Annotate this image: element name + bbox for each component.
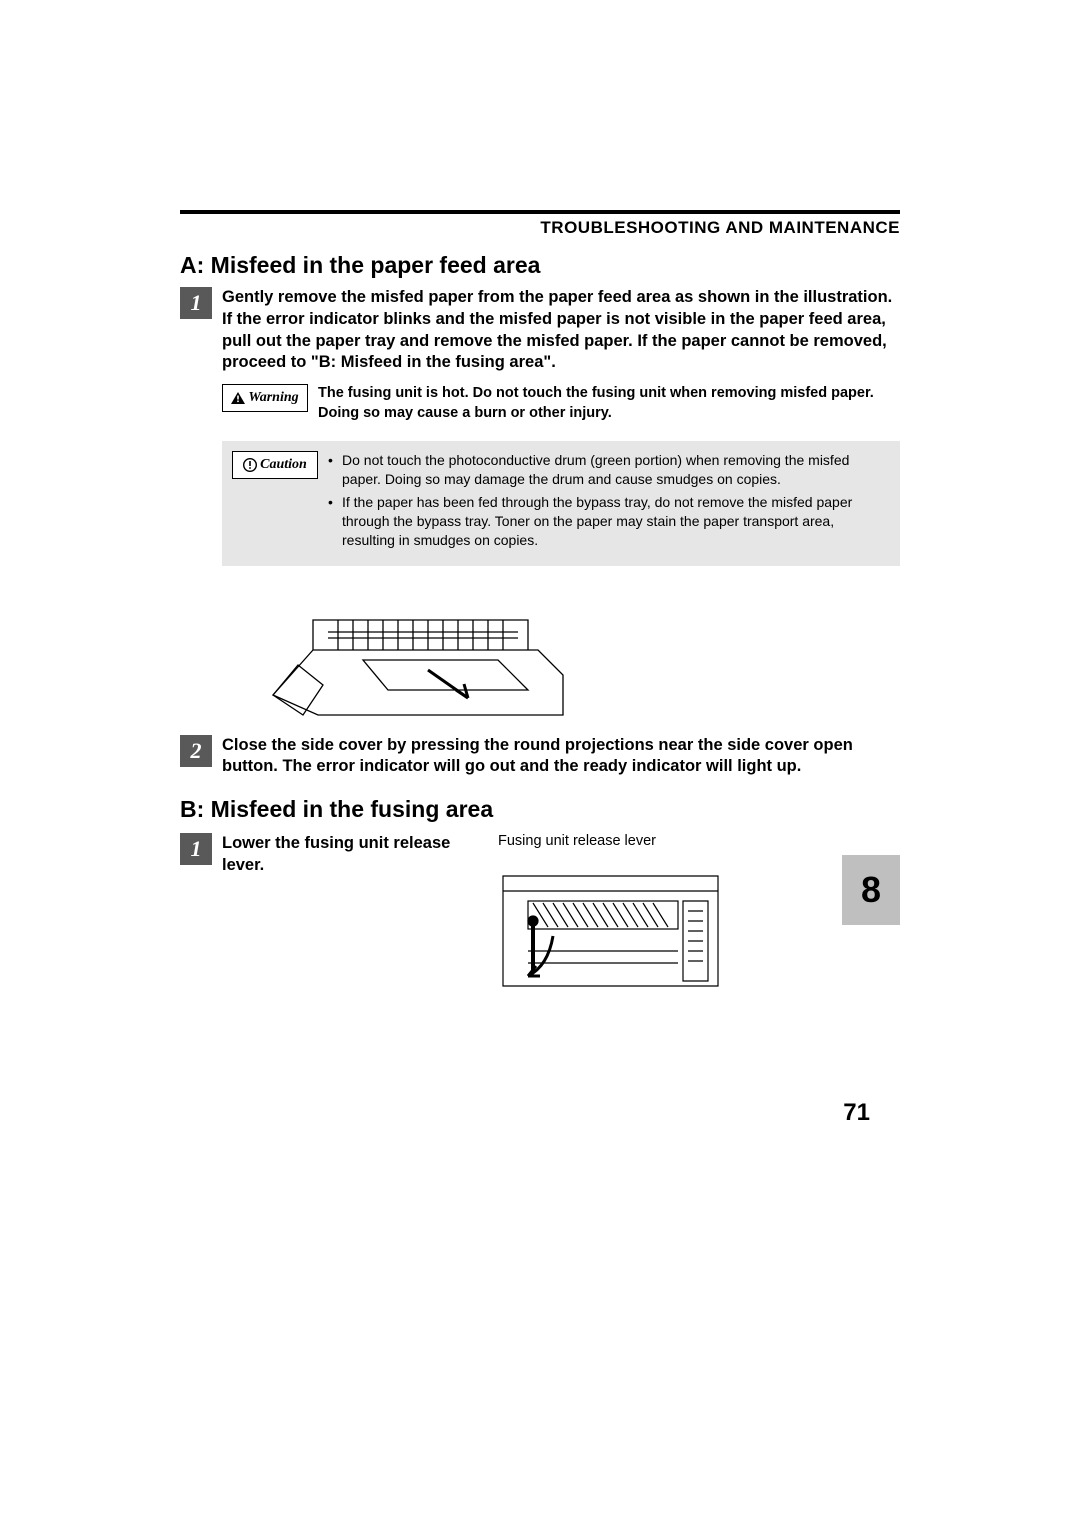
caution-item: Do not touch the photoconductive drum (g… bbox=[328, 451, 886, 489]
header-section-title: TROUBLESHOOTING AND MAINTENANCE bbox=[180, 218, 900, 238]
warning-label-text: Warning bbox=[248, 390, 298, 406]
step-number-badge: 1 bbox=[180, 833, 212, 865]
figure-caption: Fusing unit release lever bbox=[498, 833, 730, 849]
illustration-fusing-area bbox=[498, 851, 730, 1006]
step-number-badge: 2 bbox=[180, 735, 212, 767]
caution-box: Caution Do not touch the photoconductive… bbox=[222, 441, 900, 565]
section-a-heading: A: Misfeed in the paper feed area bbox=[180, 252, 900, 279]
section-b-heading: B: Misfeed in the fusing area bbox=[180, 796, 900, 823]
page-number: 71 bbox=[843, 1099, 870, 1127]
caution-icon bbox=[243, 458, 257, 472]
warning-label: Warning bbox=[222, 384, 308, 412]
warning-box: Warning The fusing unit is hot. Do not t… bbox=[222, 384, 900, 423]
caution-text: Do not touch the photoconductive drum (g… bbox=[328, 451, 886, 553]
step-text: Close the side cover by pressing the rou… bbox=[222, 735, 900, 779]
section-a-step2: 2 Close the side cover by pressing the r… bbox=[180, 735, 900, 779]
section-b-step1: 1 Lower the fusing unit release lever. F… bbox=[180, 833, 900, 1006]
warning-icon bbox=[231, 392, 245, 404]
step-text: Gently remove the misfed paper from the … bbox=[222, 287, 900, 374]
warning-text: The fusing unit is hot. Do not touch the… bbox=[318, 384, 900, 423]
header-rule bbox=[180, 210, 900, 214]
illustration-paper-feed bbox=[268, 580, 568, 725]
step-text: Lower the fusing unit release lever. bbox=[222, 833, 482, 877]
caution-label: Caution bbox=[232, 451, 318, 479]
step-number-badge: 1 bbox=[180, 287, 212, 319]
section-a-step1: 1 Gently remove the misfed paper from th… bbox=[180, 287, 900, 374]
caution-label-text: Caution bbox=[260, 457, 307, 473]
chapter-tab: 8 bbox=[842, 855, 900, 925]
caution-item: If the paper has been fed through the by… bbox=[328, 493, 886, 550]
